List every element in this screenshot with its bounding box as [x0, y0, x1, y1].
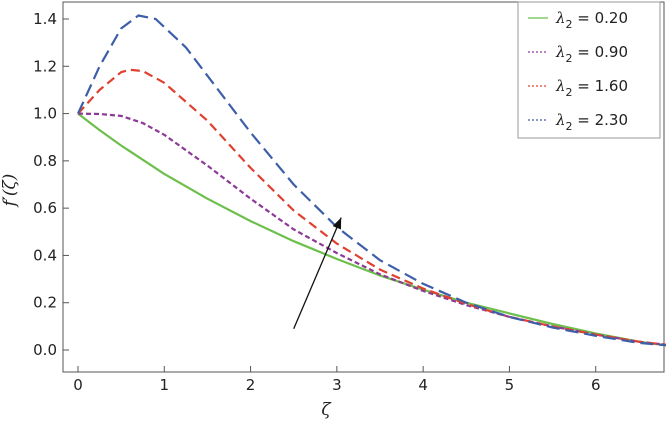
series-line-4	[76, 14, 666, 347]
y-tick-label: 0.8	[33, 152, 57, 170]
legend-entry: λ2 = 0.90	[555, 43, 628, 65]
series-line-1	[77, 112, 666, 347]
x-tick-label: 6	[591, 376, 601, 394]
y-tick-label: 0.4	[33, 246, 57, 264]
trend-arrow	[293, 217, 342, 329]
legend: λ2 = 0.20 λ2 = 0.90 λ2 = 1.60 λ2 = 2.30	[517, 1, 661, 139]
legend-items: λ2 = 0.20 λ2 = 0.90 λ2 = 1.60 λ2 = 2.30	[528, 9, 628, 133]
y-tick-label: 1.2	[33, 57, 57, 75]
y-tick-label: 0.6	[33, 199, 57, 217]
x-tick-label: 4	[418, 376, 428, 394]
legend-entry: λ2 = 1.60	[555, 77, 628, 99]
x-axis-label: ζ	[321, 400, 332, 420]
x-tick-label: 2	[246, 376, 256, 394]
arrow-shaft	[293, 217, 342, 329]
plot-frame	[62, 1, 665, 373]
series-line-2	[77, 112, 666, 346]
arrow-head	[332, 217, 342, 230]
legend-entry: λ2 = 0.20	[555, 9, 628, 31]
y-tick-label: 1.0	[33, 105, 57, 123]
x-tick-label: 3	[332, 376, 342, 394]
y-tick-label: 0.2	[33, 294, 57, 312]
x-tick-label: 0	[73, 376, 83, 394]
x-tick-label: 1	[160, 376, 170, 394]
series-group	[76, 14, 666, 347]
tick-group: 012345670.00.20.40.60.81.01.21.4	[33, 10, 601, 394]
legend-entry: λ2 = 2.30	[555, 111, 628, 133]
legend-box	[517, 1, 661, 139]
x-tick-label: 5	[505, 376, 515, 394]
y-axis-label: f′(ζ)	[0, 174, 20, 209]
y-tick-label: 0.0	[33, 341, 57, 359]
y-tick-label: 1.4	[33, 10, 57, 28]
